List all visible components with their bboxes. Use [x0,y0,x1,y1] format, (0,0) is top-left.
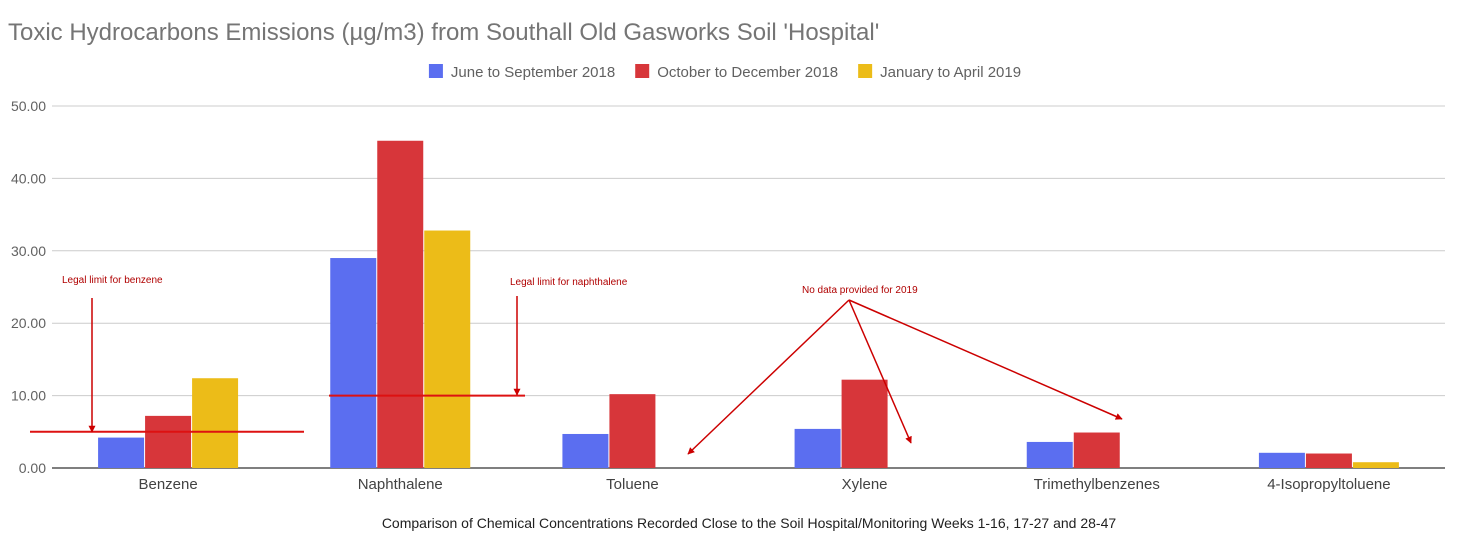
legend-label: January to April 2019 [880,64,1021,81]
gridlines [52,105,1445,469]
legend-swatch [858,64,873,78]
x-axis-title: Comparison of Chemical Concentrations Re… [382,515,1117,531]
bar-naphthalene-series-3 [424,230,471,468]
benzene-limit-annotation: Legal limit for benzene [62,275,163,286]
x-category-label: Xylene [842,476,888,493]
chart-title: Toxic Hydrocarbons Emissions (µg/m3) fro… [8,19,879,46]
y-tick-label: 0.00 [19,460,46,476]
bar-xylene-series-2 [841,379,888,468]
legend-swatch [428,64,443,78]
bar-benzene-series-1 [98,437,145,468]
bar-toluene-series-2 [609,394,656,468]
legend-label: October to December 2018 [657,64,838,81]
bar-naphthalene-series-2 [377,140,424,468]
bar-trimethylbenzenes-series-1 [1026,441,1073,468]
bar-naphthalene-series-1 [330,258,377,468]
y-tick-label: 30.00 [11,243,46,259]
bar-benzene-series-3 [192,378,239,468]
y-axis-ticks: 0.00 10.00 20.00 30.00 40.00 50.00 [11,98,46,476]
bar-4-isopropyltoluene-series-2 [1305,453,1352,468]
bar-trimethylbenzenes-series-2 [1073,432,1120,468]
y-tick-label: 40.00 [11,170,46,186]
no-data-arrow-toluene [687,299,850,455]
x-axis-categories: Benzene Naphthalene Toluene Xylene Trimethyl… [138,476,1390,493]
x-category-label: Benzene [138,476,197,493]
legend: June to September 2018 October to Decembe… [428,64,1021,81]
bar-toluene-series-1 [562,433,609,468]
legend-swatch [635,64,650,78]
bar-4-isopropyltoluene-series-1 [1258,452,1305,468]
no-data-arrow-trimethylbenzenes [848,299,1123,420]
bar-benzene-series-2 [145,415,192,468]
limit-lines [30,394,525,433]
bar-xylene-series-1 [794,428,841,468]
legend-label: June to September 2018 [451,64,615,81]
y-tick-label: 10.00 [11,388,46,404]
naphthalene-limit-annotation: Legal limit for naphthalene [510,277,628,288]
x-category-label: Naphthalene [358,476,443,493]
x-category-label: Trimethylbenzenes [1034,476,1160,493]
no-data-arrow-xylene [848,299,912,444]
annotations: Legal limit for benzene Legal limit for … [62,275,1123,455]
bar-4-isopropyltoluene-series-3 [1352,462,1399,468]
y-tick-label: 50.00 [11,98,46,114]
x-category-label: Toluene [606,476,659,493]
no-data-annotation: No data provided for 2019 [802,285,918,296]
x-category-label: 4-Isopropyltoluene [1267,476,1390,493]
y-tick-label: 20.00 [11,315,46,331]
bars [98,140,1399,468]
